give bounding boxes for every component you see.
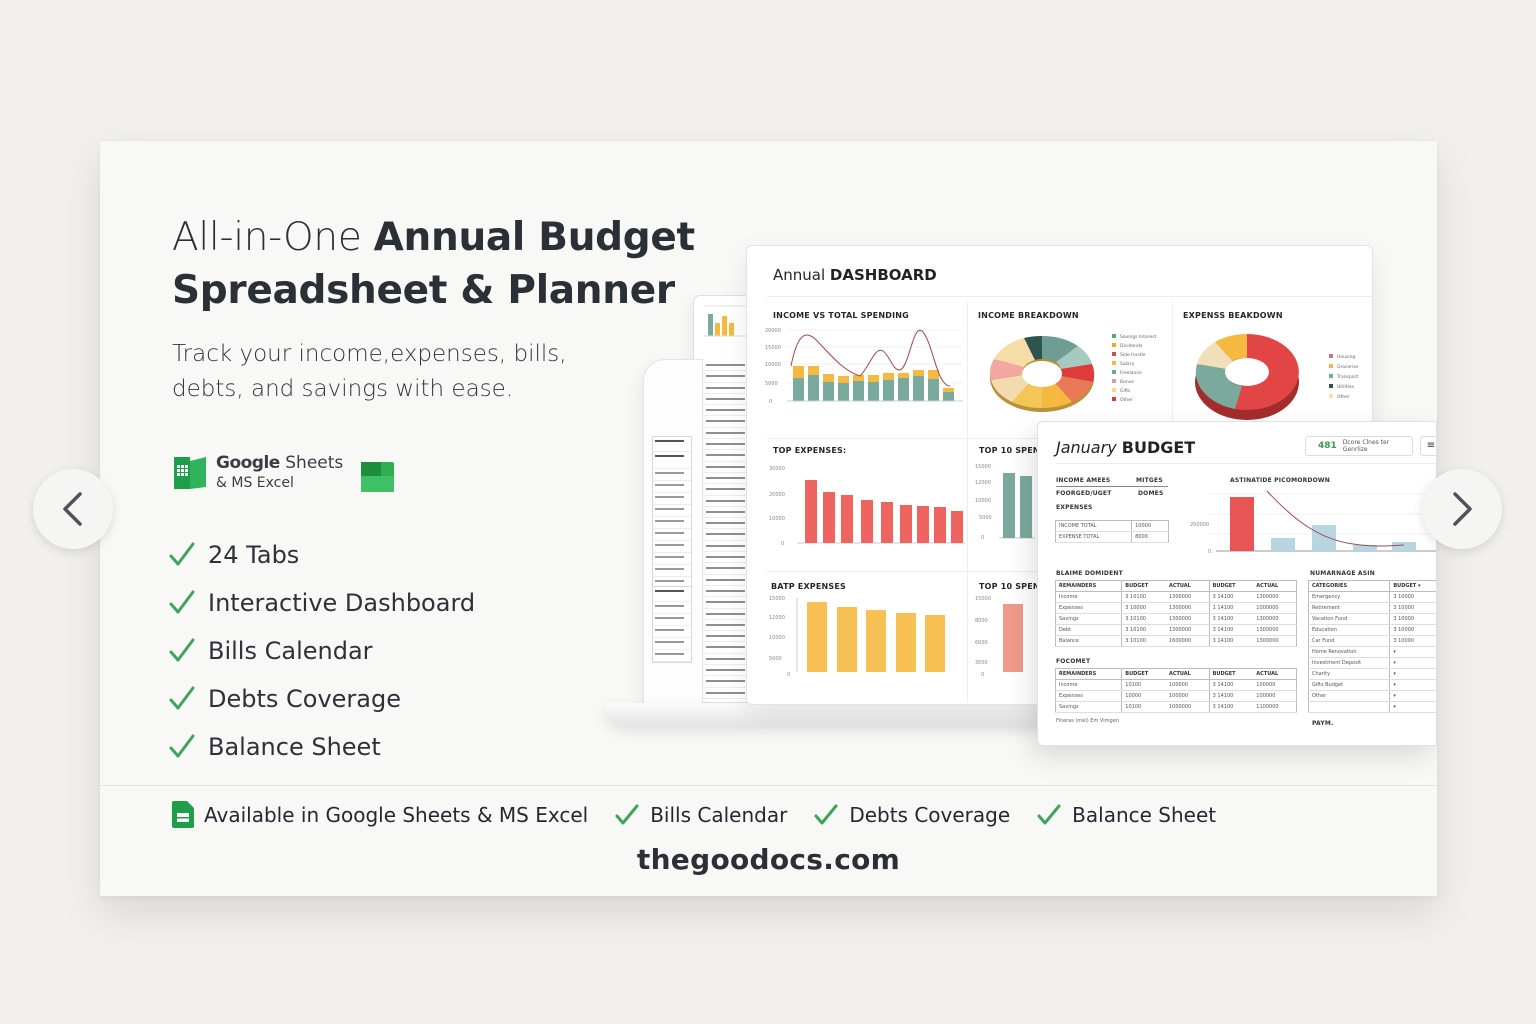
svg-text:Freelance: Freelance (1120, 370, 1142, 376)
svg-text:15000: 15000 (765, 345, 781, 351)
svg-text:3000: 3000 (975, 660, 988, 666)
laptop-base (605, 703, 1055, 725)
svg-text:6000: 6000 (975, 640, 988, 646)
forecast-table: REMAINDERS BUDGET ACTUAL BUDGET ACTUAL Incom… (1055, 668, 1297, 713)
svg-text:Savings Interest: Savings Interest (1120, 334, 1157, 340)
footer-item: Debts Coverage (813, 803, 1010, 827)
svg-text:0: 0 (981, 672, 984, 678)
svg-text:Dividends: Dividends (1120, 343, 1143, 349)
website-url[interactable]: thegoodocs.com (636, 843, 901, 876)
budget-title: January BUDGET (1056, 438, 1196, 457)
svg-text:0: 0 (981, 535, 984, 541)
svg-text:10000: 10000 (769, 635, 785, 641)
tablet-list (694, 360, 752, 699)
income-expense-table: INCOME TOTAL 10000 EXPENSE TOTAL 8000 (1055, 520, 1169, 543)
promo-card: All-in-One Annual Budget Spreadsheet & P… (100, 141, 1437, 896)
svg-text:Housing: Housing (1337, 354, 1355, 360)
svg-text:Bonus: Bonus (1120, 379, 1135, 385)
chevron-left-icon (63, 492, 82, 526)
chevron-right-icon (1453, 492, 1472, 526)
bill-expenses-chart: 15000 12000 10000 5000 0 (769, 596, 945, 678)
check-icon (169, 590, 195, 614)
svg-text:0: 0 (787, 672, 790, 678)
svg-text:0: 0 (781, 541, 784, 547)
svg-text:Salary: Salary (1120, 361, 1134, 367)
svg-text:Groceries: Groceries (1337, 364, 1359, 370)
footer-features: Available in Google Sheets & MS Excel Bi… (172, 801, 1242, 828)
check-icon (169, 686, 195, 710)
savings-table: CATEGORIES BUDGET ▾ Emergency 3 10000 Reti… (1308, 580, 1436, 713)
svg-text:15000: 15000 (975, 596, 991, 602)
mini-bar-chart (704, 305, 752, 337)
next-slide-button[interactable] (1422, 469, 1502, 549)
january-budget-mockup: January BUDGET 481 Dcore Clnes ter Genrli… (1037, 421, 1437, 746)
svg-text:20000: 20000 (765, 328, 781, 334)
svg-text:8000: 8000 (975, 618, 988, 624)
budget-breakdown-chart: 200000 0 (1190, 490, 1436, 555)
svg-text:10000: 10000 (765, 362, 781, 368)
svg-text:20000: 20000 (769, 492, 785, 498)
svg-text:10000: 10000 (769, 516, 785, 522)
footer-item: Balance Sheet (1036, 803, 1216, 827)
top-spending-chart-2: 15000 8000 6000 3000 0 (975, 596, 1023, 678)
menu-icon[interactable]: ≡ (1420, 436, 1436, 456)
svg-text:200000: 200000 (1190, 522, 1209, 528)
svg-text:Gifts: Gifts (1120, 388, 1131, 394)
feature-item: Debts Coverage (168, 675, 475, 723)
feature-item: Interactive Dashboard (168, 579, 475, 627)
check-icon (814, 804, 838, 824)
svg-text:Utilities: Utilities (1337, 384, 1355, 390)
svg-text:0: 0 (1208, 549, 1211, 555)
feature-item: Balance Sheet (168, 723, 475, 771)
svg-text:Transport: Transport (1336, 374, 1358, 380)
subheadline: Track your income,expenses, bills, debts… (172, 341, 567, 402)
svg-text:15000: 15000 (769, 596, 785, 602)
svg-text:Other: Other (1337, 394, 1350, 400)
feature-list: 24 Tabs Interactive Dashboard Bills Cale… (168, 531, 475, 771)
svg-text:12000: 12000 (769, 615, 785, 621)
income-vs-spending-chart: 20000 15000 10000 5000 0 (765, 328, 963, 405)
headline: All-in-One Annual Budget Spreadsheet & P… (172, 215, 695, 313)
check-icon (169, 734, 195, 758)
svg-text:Side Hustle: Side Hustle (1120, 352, 1146, 358)
google-sheets-icon (172, 801, 194, 828)
svg-text:10000: 10000 (975, 498, 991, 504)
income-breakdown-donut: Savings Interest Dividends Side Hustle S… (989, 334, 1157, 412)
svg-text:5000: 5000 (769, 656, 782, 662)
footer-item: Bills Calendar (614, 803, 787, 827)
phone-table-2 (652, 586, 692, 663)
check-icon (169, 638, 195, 662)
top-expenses-chart: 30000 20000 10000 0 (769, 466, 965, 547)
svg-text:0: 0 (769, 399, 772, 405)
expense-breakdown-donut: Housing Groceries Transport Utilities Ot… (1195, 333, 1359, 420)
google-sheets-icon (174, 457, 206, 489)
feature-item: Bills Calendar (168, 627, 475, 675)
svg-text:12000: 12000 (975, 480, 991, 486)
platform-badge: Google Sheets & MS Excel (172, 453, 395, 493)
top-spending-chart: 15000 12000 10000 5000 0 (975, 464, 1035, 541)
dashboard-title: Annual DASHBOARD (773, 266, 937, 284)
phone-table (652, 436, 692, 590)
ms-excel-icon (361, 462, 395, 492)
svg-text:5000: 5000 (765, 381, 778, 387)
feature-item: 24 Tabs (168, 531, 475, 579)
svg-text:15000: 15000 (975, 464, 991, 470)
balance-table: REMAINDERS BUDGET ACTUAL BUDGET ACTUAL Incom… (1055, 580, 1297, 647)
check-icon (169, 542, 195, 566)
previous-slide-button[interactable] (33, 469, 113, 549)
check-icon (615, 804, 639, 824)
footer-item: Available in Google Sheets & MS Excel (172, 801, 588, 828)
svg-text:Other: Other (1120, 397, 1133, 403)
check-icon (1037, 804, 1061, 824)
budget-summary-badge[interactable]: 481 Dcore Clnes ter Genrlize (1305, 436, 1413, 456)
footer-divider (100, 785, 1437, 786)
svg-text:5000: 5000 (979, 515, 992, 521)
svg-text:30000: 30000 (769, 466, 785, 472)
